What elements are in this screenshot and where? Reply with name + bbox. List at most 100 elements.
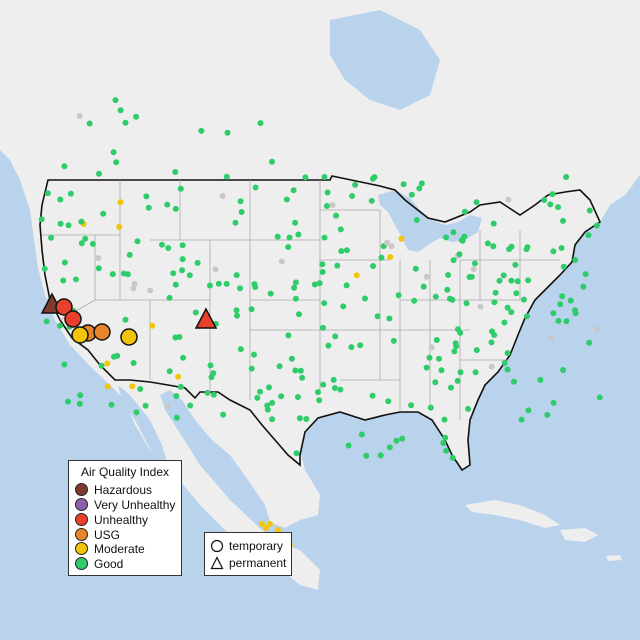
monitor-dot xyxy=(233,272,240,279)
moderate-marker xyxy=(71,326,89,344)
moderate-marker xyxy=(120,328,138,346)
monitor-dot xyxy=(206,282,213,289)
monitor-dot xyxy=(572,307,578,314)
monitor-dot xyxy=(315,389,321,396)
monitor-dot xyxy=(269,399,276,406)
monitor-dot xyxy=(111,353,117,360)
monitor-dot xyxy=(172,205,179,212)
monitor-dot xyxy=(113,159,120,166)
unhealthy-marker xyxy=(55,298,73,316)
monitor-dot xyxy=(224,129,231,136)
monitor-dot xyxy=(549,191,556,198)
hispaniola xyxy=(560,528,598,542)
monitor-dot xyxy=(257,120,264,127)
monitor-dot xyxy=(264,406,271,413)
monitor-dot xyxy=(411,297,418,304)
monitor-dot xyxy=(348,344,355,351)
monitor-dot xyxy=(266,384,272,391)
monitor-dot xyxy=(387,254,394,260)
monitor-dot xyxy=(500,272,507,279)
legend-label: Moderate xyxy=(94,541,145,556)
monitor-dot xyxy=(292,219,299,226)
monitor-dot xyxy=(353,272,360,279)
monitor-dot xyxy=(490,220,497,227)
monitor-dot xyxy=(142,402,149,409)
monitor-dot xyxy=(237,198,244,205)
circle-icon xyxy=(210,539,224,553)
monitor-dot xyxy=(61,259,68,266)
monitor-dot xyxy=(388,243,395,250)
monitor-dot xyxy=(207,362,214,369)
monitor-dot xyxy=(393,437,400,444)
monitor-dot xyxy=(504,350,511,357)
monitor-dot xyxy=(316,280,323,287)
monitor-dot xyxy=(198,127,205,134)
monitor-dot xyxy=(164,201,171,208)
monitor-dot xyxy=(443,447,450,454)
monitor-dot xyxy=(303,416,310,422)
monitor-dot xyxy=(61,163,68,170)
monitor-dot xyxy=(179,267,186,274)
monitor-dot xyxy=(77,392,84,399)
monitor-dot xyxy=(377,452,384,459)
monitor-dot xyxy=(220,411,227,418)
monitor-dot xyxy=(444,286,451,293)
monitor-dot xyxy=(518,416,525,423)
monitor-dot xyxy=(78,218,85,225)
monitor-dot xyxy=(257,388,263,395)
monitor-dot xyxy=(560,367,567,373)
monitor-dot xyxy=(349,193,356,199)
monitor-dot xyxy=(320,324,326,331)
legend-label: Very Unhealthy xyxy=(94,497,176,512)
monitor-dot xyxy=(541,197,548,203)
monitor-dot xyxy=(432,293,439,300)
monitor-dot xyxy=(165,245,172,251)
monitor-dot xyxy=(215,280,222,287)
monitor-dot xyxy=(204,389,211,396)
monitor-dot xyxy=(286,234,293,241)
monitor-dot xyxy=(458,237,465,244)
monitor-dot xyxy=(149,322,156,329)
monitor-dot xyxy=(61,361,68,368)
monitor-dot xyxy=(223,173,230,180)
monitor-dot xyxy=(473,347,480,354)
monitor-dot xyxy=(477,303,484,310)
monitor-dot xyxy=(504,366,511,373)
puerto-rico xyxy=(606,555,622,561)
monitor-dot xyxy=(210,370,217,377)
monitor-dot xyxy=(267,521,273,527)
monitor-dot xyxy=(60,277,67,284)
good-swatch xyxy=(75,557,88,570)
monitor-dot xyxy=(254,394,261,401)
monitor-dot xyxy=(321,300,328,307)
monitor-dot xyxy=(65,222,72,229)
monitor-dot xyxy=(371,174,378,181)
monitor-dot xyxy=(120,270,127,277)
monitor-dot xyxy=(442,434,449,441)
monitor-dot xyxy=(488,339,495,346)
legend-label: USG xyxy=(94,527,121,542)
state-borders xyxy=(42,180,560,420)
legend-item-hazardous: Hazardous xyxy=(75,482,152,497)
monitor-dot xyxy=(320,381,327,388)
legend-item-moderate: Moderate xyxy=(75,541,145,556)
monitor-dot xyxy=(263,525,269,531)
monitor-dot xyxy=(508,309,515,316)
monitor-dot xyxy=(550,248,557,255)
monitor-dot xyxy=(179,242,186,249)
monitor-dot xyxy=(72,276,79,283)
monitor-dot xyxy=(126,251,133,258)
monitor-dot xyxy=(179,256,186,263)
monitor-dot xyxy=(122,119,129,126)
monitor-dot xyxy=(194,259,201,266)
monitor-dot xyxy=(173,393,180,399)
monitor-dot xyxy=(550,399,557,406)
monitor-dot xyxy=(223,280,230,287)
monitor-dot xyxy=(448,384,454,391)
monitor-dot xyxy=(436,355,442,362)
monitor-dot xyxy=(423,273,430,280)
monitor-dot xyxy=(438,367,445,374)
monitor-dot xyxy=(234,312,240,319)
monitor-dot xyxy=(560,217,566,224)
monitor-dot xyxy=(129,383,136,390)
